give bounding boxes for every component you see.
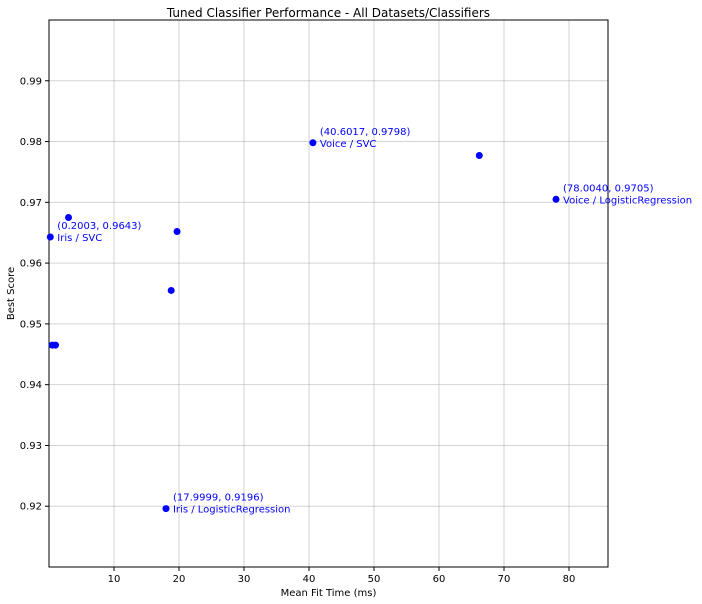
y-tick-label: 0.97: [20, 198, 42, 209]
data-point: [173, 228, 181, 236]
data-point: [309, 139, 317, 147]
point-annotation: Iris / LogisticRegression: [173, 505, 291, 516]
point-annotation: Voice / LogisticRegression: [563, 195, 692, 206]
data-point: [167, 286, 175, 294]
data-point: [46, 233, 54, 241]
data-point: [475, 152, 483, 160]
data-point: [65, 214, 72, 222]
data-point: [52, 341, 59, 349]
x-tick-label: 30: [238, 574, 251, 585]
x-tick-label: 70: [498, 574, 511, 585]
point-annotation: (0.2003, 0.9643): [57, 221, 141, 232]
point-annotation: (40.6017, 0.9798): [320, 127, 411, 138]
point-annotation: Voice / SVC: [320, 139, 377, 150]
y-tick-label: 0.93: [20, 441, 42, 452]
y-tick-label: 0.98: [20, 137, 42, 148]
y-tick-label: 0.94: [20, 380, 42, 391]
x-tick-label: 80: [563, 574, 576, 585]
data-points: [46, 139, 560, 513]
y-axis-label: Best Score: [6, 267, 17, 320]
x-tick-label: 60: [433, 574, 446, 585]
plot-frame: [48, 19, 609, 568]
axis-ticks: 10 20 30 40 50 60 70 80 0.92 0.93 0.94 0.95 0.96 0.97…: [20, 76, 576, 585]
point-annotation: (78.0040, 0.9705): [563, 183, 654, 194]
chart-title: Tuned Classifier Performance - All Datas…: [166, 6, 490, 20]
data-point: [552, 195, 560, 203]
x-tick-label: 50: [368, 574, 381, 585]
y-tick-label: 0.96: [20, 259, 42, 270]
y-tick-label: 0.95: [20, 319, 42, 330]
annotations: (0.2003, 0.9643)Iris / SVC (17.9999, 0.91…: [57, 127, 692, 516]
x-tick-label: 20: [173, 574, 186, 585]
x-tick-label: 10: [108, 574, 121, 585]
y-tick-label: 0.99: [20, 76, 42, 87]
x-tick-label: 40: [303, 574, 316, 585]
point-annotation: Iris / SVC: [57, 233, 102, 244]
y-tick-label: 0.92: [20, 502, 42, 513]
grid: [49, 20, 608, 567]
x-axis-label: Mean Fit Time (ms): [281, 588, 377, 599]
data-point: [162, 505, 170, 513]
point-annotation: (17.9999, 0.9196): [173, 493, 264, 504]
